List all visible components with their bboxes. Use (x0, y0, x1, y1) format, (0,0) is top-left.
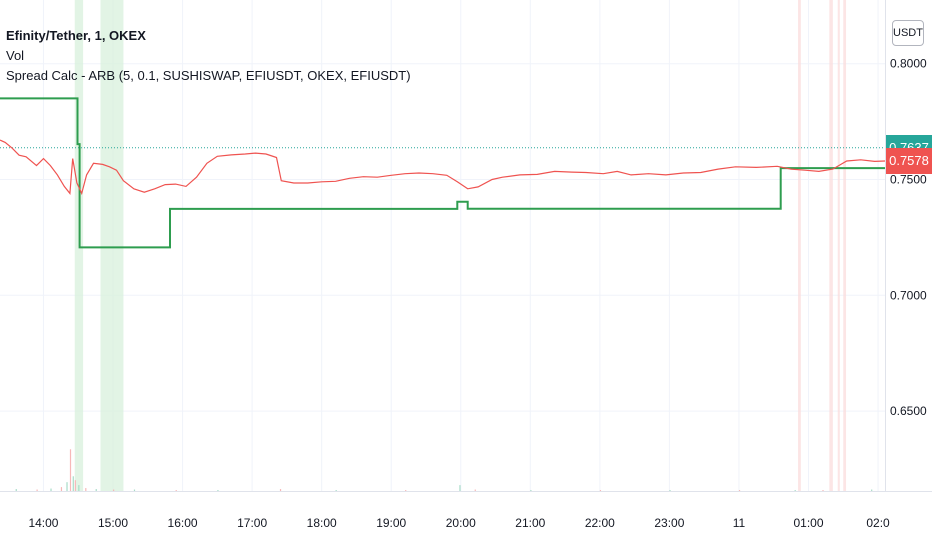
spread-indicator-label[interactable]: Spread Calc - ARB (5, 0.1, SUSHISWAP, EF… (6, 68, 411, 83)
price-line (0, 139, 886, 196)
highlight-band (837, 0, 840, 491)
volume-bar (599, 490, 602, 491)
volume-bar (15, 489, 17, 491)
x-tick-label: 20:00 (446, 516, 476, 530)
chart-legend: Efinity/Tether, 1, OKEX Vol Spread Calc … (6, 26, 411, 86)
volume-bar (69, 449, 72, 491)
volume-bar (738, 490, 741, 491)
volume-bar (85, 488, 87, 491)
volume-bar (335, 490, 337, 491)
volume-bar (405, 490, 407, 491)
volume-bars (15, 449, 873, 491)
spread-line (0, 97, 885, 249)
volume-bar (95, 489, 97, 491)
time-axis[interactable]: 14:00 15:00 16:00 17:00 18:00 19:00 20:00 21:00… (28, 516, 890, 530)
volume-bar (871, 489, 873, 491)
volume-bar (217, 490, 219, 491)
price-axis[interactable]: 0.8000 0.7500 0.7000 0.6500 (890, 57, 927, 418)
volume-bar (74, 480, 76, 491)
x-tick-label: 16:00 (168, 516, 198, 530)
volume-bar (530, 490, 532, 491)
volume-bar (133, 489, 136, 491)
y-tick-label: 0.7500 (890, 172, 927, 186)
volume-bar (474, 489, 476, 491)
volume-bar (822, 490, 824, 491)
volume-bar (36, 489, 38, 491)
x-tick-label: 11 (733, 516, 746, 530)
volume-bar (669, 490, 671, 491)
y-tick-label: 0.8000 (890, 57, 927, 71)
volume-indicator-label[interactable]: Vol (6, 48, 25, 63)
x-tick-label: 17:00 (237, 516, 267, 530)
x-tick-label: 22:00 (585, 516, 615, 530)
currency-button[interactable]: USDT (892, 20, 924, 46)
volume-bar (459, 485, 461, 491)
y-tick-label: 0.6500 (890, 404, 927, 418)
volume-bar (175, 490, 177, 491)
x-tick-label: 15:00 (98, 516, 128, 530)
highlight-band (843, 0, 847, 491)
volume-bar (66, 482, 68, 491)
volume-bar (113, 489, 115, 491)
volume-bar (794, 490, 796, 491)
volume-bar (72, 476, 74, 491)
x-tick-label: 01:00 (793, 516, 823, 530)
volume-bar (78, 485, 80, 491)
y-tick-label: 0.7000 (890, 288, 927, 302)
x-tick-label: 02:0 (866, 516, 890, 530)
x-tick-label: 18:00 (307, 516, 337, 530)
spread-price-label: 0.7578 (886, 148, 932, 175)
x-tick-label: 23:00 (654, 516, 684, 530)
highlight-band (829, 0, 833, 491)
x-tick-label: 14:00 (28, 516, 58, 530)
x-tick-label: 21:00 (515, 516, 545, 530)
volume-bar (50, 488, 52, 491)
x-tick-label: 19:00 (376, 516, 406, 530)
volume-bar (60, 487, 63, 491)
symbol-title[interactable]: Efinity/Tether, 1, OKEX (6, 28, 146, 43)
volume-bar (279, 489, 282, 491)
highlight-band (798, 0, 801, 491)
highlight-band (100, 0, 124, 491)
